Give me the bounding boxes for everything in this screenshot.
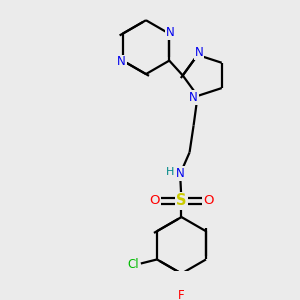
Text: N: N [189,91,198,104]
Text: N: N [195,46,203,59]
Text: Cl: Cl [127,258,139,271]
Text: O: O [149,194,160,207]
Text: N: N [166,26,175,39]
Text: S: S [176,194,187,208]
Text: H: H [166,167,174,177]
Text: F: F [178,289,185,300]
Text: N: N [117,56,126,68]
Text: N: N [176,167,185,180]
Text: O: O [203,194,214,207]
